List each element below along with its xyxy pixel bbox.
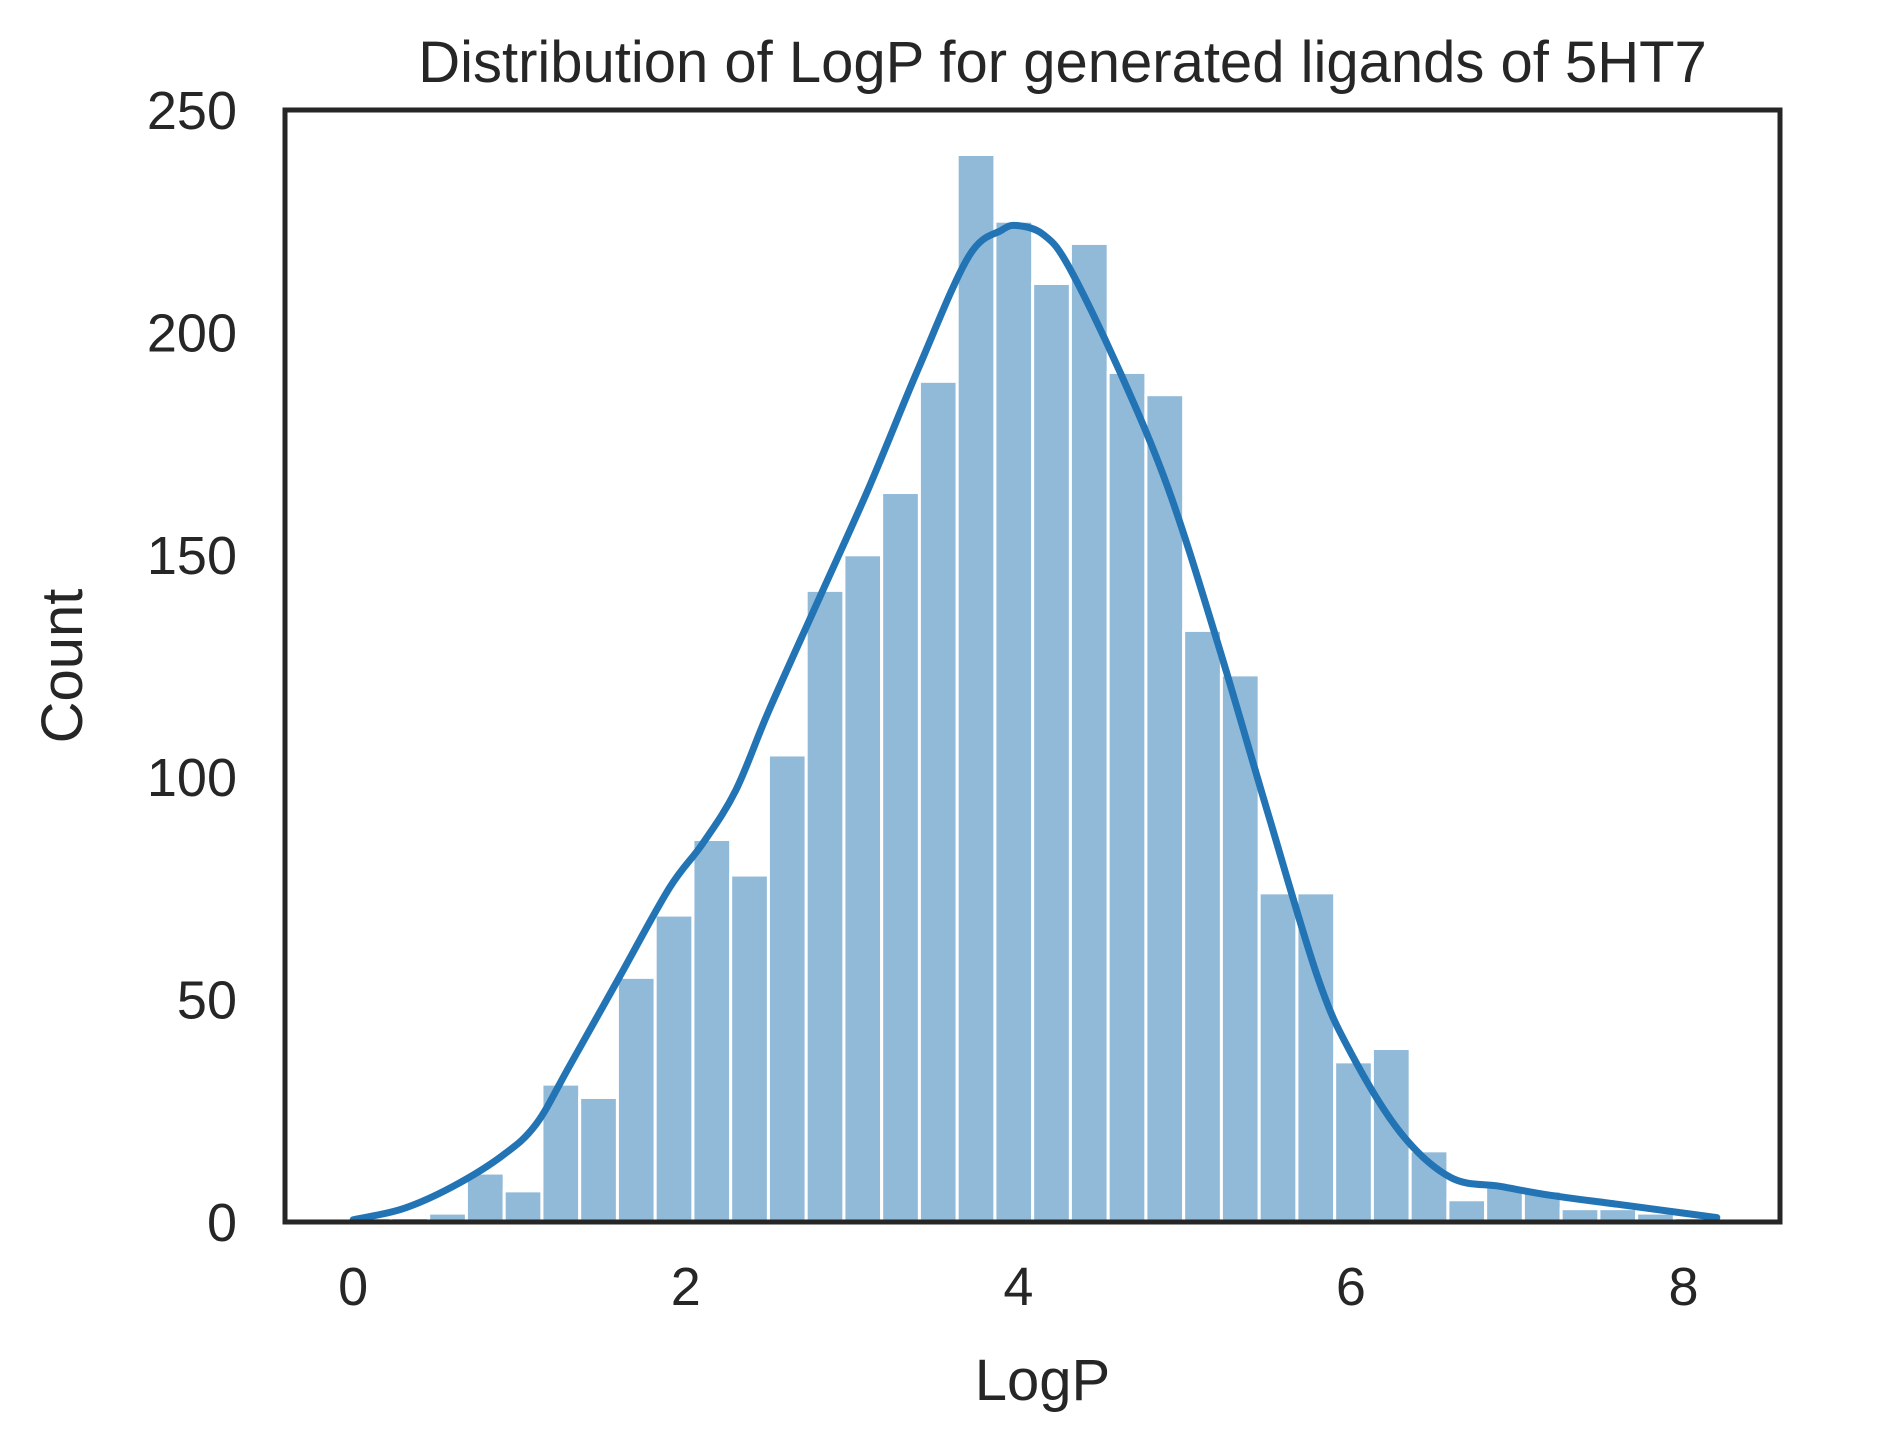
x-tick-label: 4 [1003,1257,1033,1317]
histogram-bar [880,491,921,1224]
histogram-bar [1182,628,1223,1224]
histogram-bars [351,152,1714,1224]
histogram-bar [464,1171,506,1224]
histogram-bar [729,873,770,1224]
axes: 0 2 4 6 8 0 50 100 150 200 250 [147,81,1783,1317]
histogram-bar [1031,281,1072,1224]
y-tick-label: 150 [147,526,237,586]
y-tick-label: 0 [207,1193,237,1253]
x-tick-label: 6 [1336,1257,1366,1317]
x-tick-label: 8 [1669,1257,1699,1317]
kde-line [349,221,1721,1224]
histogram-bar [1295,891,1337,1224]
histogram-bar [766,753,808,1224]
x-tick-label: 0 [338,1257,368,1317]
kde-curve-layer [349,221,1721,1224]
x-tick-label: 2 [671,1257,701,1317]
histogram-bar [1068,241,1110,1224]
plot-frame [282,107,1783,1225]
histogram-bar [1408,1149,1450,1224]
x-axis-title: LogP [975,1348,1110,1413]
histogram-bar [917,379,959,1224]
y-tick-label: 250 [147,81,237,141]
histogram-bar [578,1095,619,1224]
chart-title: Distribution of LogP for generated ligan… [418,30,1707,95]
histogram-bar [691,837,733,1224]
histogram-bar [615,975,657,1224]
histogram-bar [1106,370,1148,1224]
histogram-bar [1257,891,1299,1224]
y-axis-title: Count [30,589,95,744]
y-tick-label: 100 [147,748,237,808]
histogram-bar [653,913,695,1224]
histogram-bar [1446,1198,1488,1224]
y-tick-label: 200 [147,303,237,363]
histogram-bar [502,1189,544,1224]
histogram-bar [993,219,1035,1224]
y-tick-label: 50 [177,971,237,1031]
histogram-bar [842,553,884,1224]
histogram-bar [804,588,846,1224]
histogram-bar [955,152,997,1224]
